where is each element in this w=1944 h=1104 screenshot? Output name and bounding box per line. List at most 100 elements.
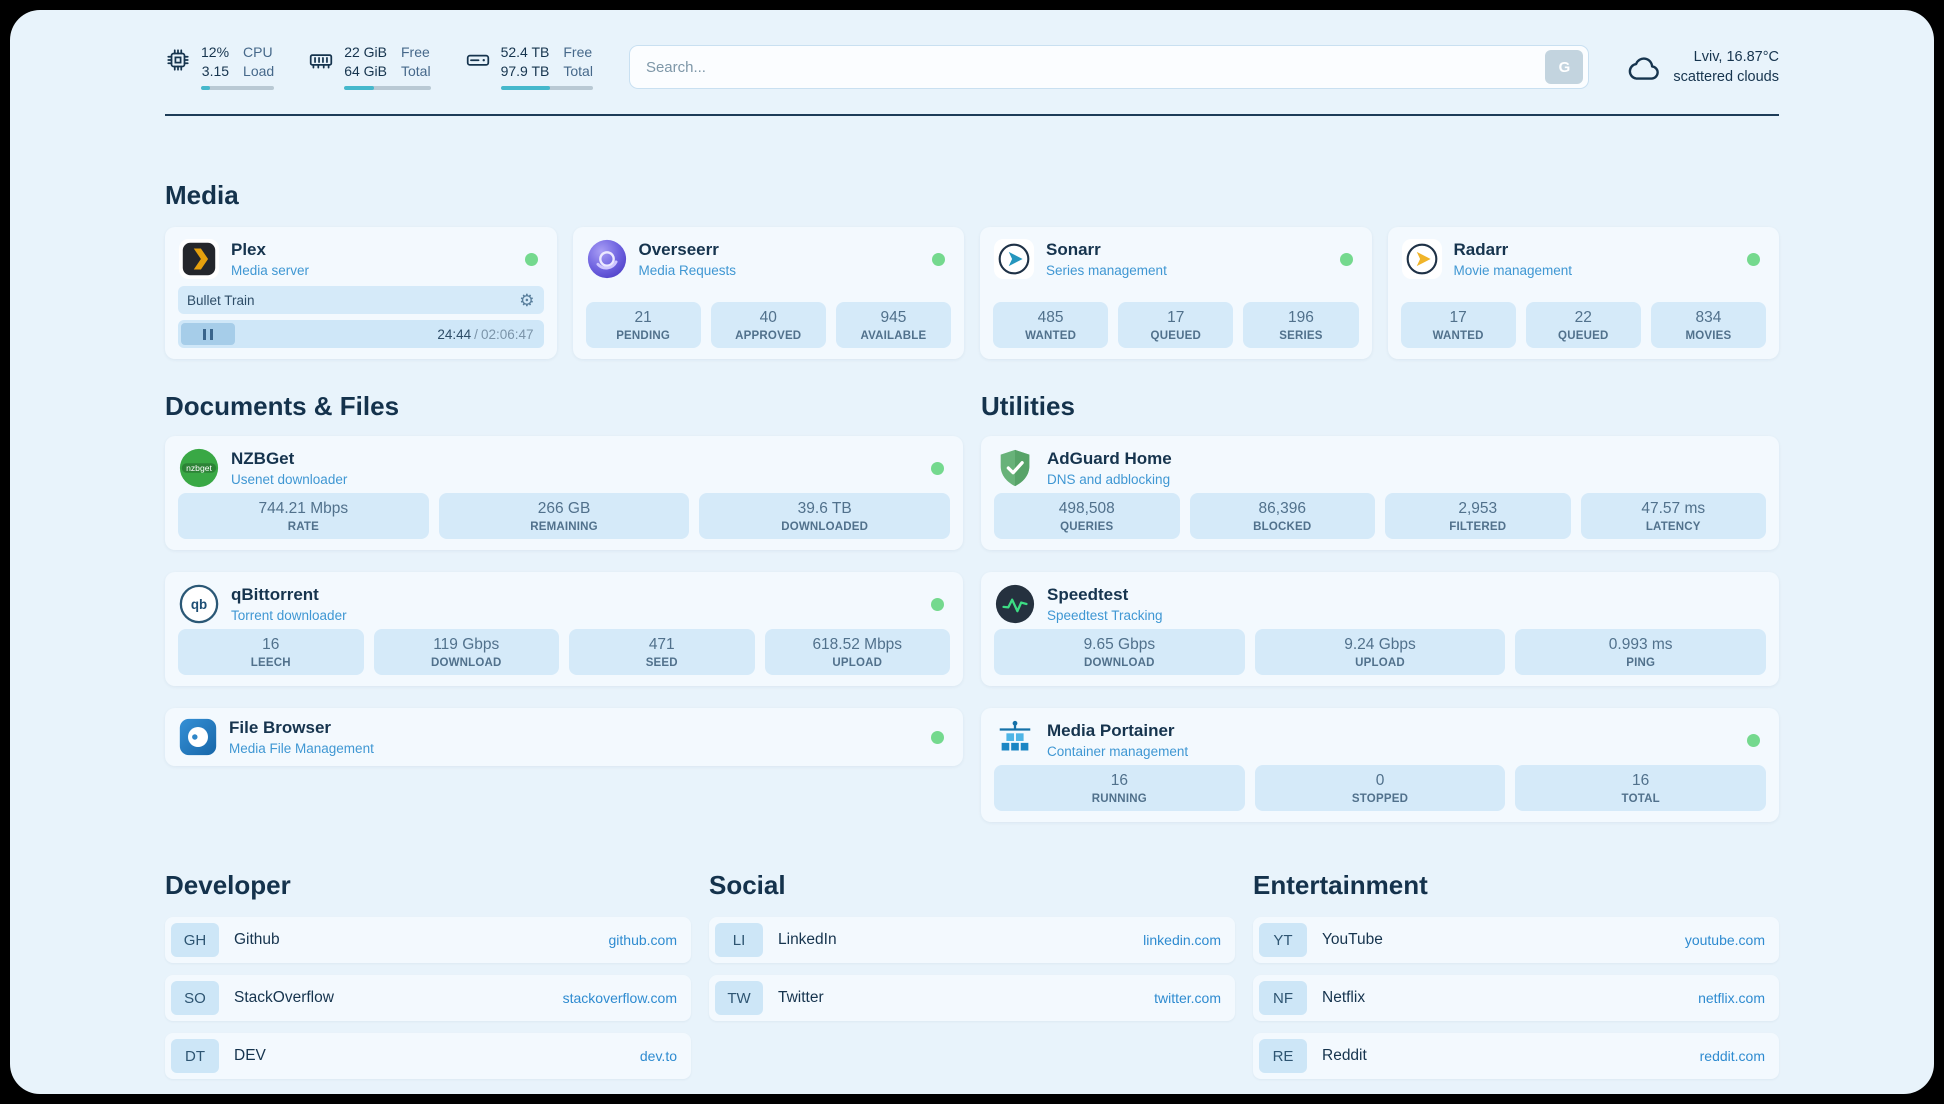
memory-progress-track xyxy=(344,86,431,91)
stat-available: 945 AVAILABLE xyxy=(835,302,952,349)
memory-total-value: 64 GiB xyxy=(344,63,387,80)
bookmark-github[interactable]: GH Github github.com xyxy=(165,917,691,964)
bookmark-name: Netflix xyxy=(1322,989,1366,1007)
service-card-filebrowser: File Browser Media File Management xyxy=(165,708,963,767)
bookmark-twitter[interactable]: TW Twitter twitter.com xyxy=(709,975,1235,1022)
stat-running: 16 RUNNING xyxy=(994,765,1245,812)
bookmark-netflix[interactable]: NF Netflix netflix.com xyxy=(1253,975,1779,1022)
service-name-sonarr[interactable]: Sonarr xyxy=(1046,240,1101,260)
service-subtitle: Movie management xyxy=(1453,263,1573,279)
stat-value: 266 GB xyxy=(537,500,591,518)
bookmark-dev[interactable]: DT DEV dev.to xyxy=(165,1033,691,1080)
service-name-speedtest[interactable]: Speedtest xyxy=(1047,585,1129,605)
overseerr-icon xyxy=(586,238,628,280)
stat-value: 119 Gbps xyxy=(433,636,500,654)
search-input[interactable] xyxy=(645,58,1546,76)
gear-icon[interactable]: ⚙ xyxy=(519,290,535,310)
service-name-radarr[interactable]: Radarr xyxy=(1453,240,1509,260)
service-name-portainer[interactable]: Media Portainer xyxy=(1047,721,1175,741)
bookmark-abbr: GH xyxy=(171,923,219,958)
service-card-adguard: AdGuard Home DNS and adblocking 498,508 … xyxy=(981,436,1779,551)
stat-value: 9.65 Gbps xyxy=(1083,636,1156,654)
service-subtitle: Usenet downloader xyxy=(231,472,348,488)
section-title-developer: Developer xyxy=(165,870,291,901)
stat-upload: 9.24 Gbps UPLOAD xyxy=(1254,629,1506,676)
stat-queries: 498,508 QUERIES xyxy=(994,493,1180,540)
stat-upload: 618.52 Mbps UPLOAD xyxy=(764,629,950,676)
bookmark-abbr: TW xyxy=(715,981,763,1016)
stat-value: 9.24 Gbps xyxy=(1344,636,1416,654)
bookmark-abbr: DT xyxy=(171,1039,219,1074)
weather-widget[interactable]: Lviv, 16.87°C scattered clouds xyxy=(1625,47,1779,88)
search-provider-button[interactable]: G xyxy=(1545,50,1584,85)
service-name-qbittorrent[interactable]: qBittorrent xyxy=(231,585,319,605)
stat-label: QUEUED xyxy=(1558,330,1609,343)
bookmark-name: LinkedIn xyxy=(778,931,837,949)
bookmark-link: stackoverflow.com xyxy=(562,990,677,1007)
stat-label: RUNNING xyxy=(1091,793,1147,806)
weather-location: Lviv, 16.87°C xyxy=(1693,48,1779,65)
portainer-icon xyxy=(994,719,1036,761)
developer-bookmarks: GH Github github.com SO StackOverflow st… xyxy=(165,917,691,1080)
top-bar: 12% 3.15 CPU Load xyxy=(165,44,1779,91)
bookmark-stackoverflow[interactable]: SO StackOverflow stackoverflow.com xyxy=(165,975,691,1022)
cpu-load-value: 3.15 xyxy=(201,63,230,80)
bookmark-abbr: RE xyxy=(1259,1039,1307,1074)
stat-blocked: 86,396 BLOCKED xyxy=(1189,493,1375,540)
disk-drive-icon xyxy=(465,47,491,73)
stat-label: REMAINING xyxy=(530,521,598,534)
service-name-overseerr[interactable]: Overseerr xyxy=(638,240,719,260)
bookmark-youtube[interactable]: YT YouTube youtube.com xyxy=(1253,917,1779,964)
service-subtitle: DNS and adblocking xyxy=(1047,472,1171,488)
status-dot xyxy=(1747,733,1760,747)
stat-label: TOTAL xyxy=(1621,793,1660,806)
service-name-filebrowser[interactable]: File Browser xyxy=(229,718,332,738)
service-subtitle: Media File Management xyxy=(229,741,374,757)
stat-value: 40 xyxy=(759,309,777,327)
service-subtitle: Media Requests xyxy=(638,263,737,279)
stat-label: STOPPED xyxy=(1351,793,1409,806)
nzbget-icon: nzbget xyxy=(178,447,220,489)
svg-text:nzbget: nzbget xyxy=(186,463,212,473)
cpu-progress-fill xyxy=(201,86,210,91)
bookmark-reddit[interactable]: RE Reddit reddit.com xyxy=(1253,1033,1779,1080)
stat-latency: 47.57 ms LATENCY xyxy=(1580,493,1766,540)
stat-value: 16 xyxy=(262,636,280,654)
service-name-nzbget[interactable]: NZBGet xyxy=(231,449,295,469)
stat-label: QUEUED xyxy=(1150,330,1201,343)
stat-label: PING xyxy=(1626,657,1656,670)
resource-widgets: 12% 3.15 CPU Load xyxy=(165,44,593,91)
status-dot xyxy=(931,730,944,744)
stat-label: FILTERED xyxy=(1449,521,1507,534)
cpu-chip-icon xyxy=(165,47,191,73)
bookmark-link: github.com xyxy=(608,932,677,949)
cpu-widget: 12% 3.15 CPU Load xyxy=(165,44,275,91)
bookmark-linkedin[interactable]: LI LinkedIn linkedin.com xyxy=(709,917,1235,964)
stat-label: SERIES xyxy=(1279,330,1323,343)
bookmark-link: dev.to xyxy=(639,1048,677,1065)
service-card-speedtest: Speedtest Speedtest Tracking 9.65 Gbps D… xyxy=(981,572,1779,687)
stat-movies: 834 MOVIES xyxy=(1650,302,1767,349)
stat-label: DOWNLOADED xyxy=(781,521,869,534)
memory-ram-icon xyxy=(308,47,334,73)
stat-leech: 16 LEECH xyxy=(178,629,364,676)
service-card-sonarr: Sonarr Series management 485 WANTED 17 Q… xyxy=(980,227,1372,360)
bookmark-link: linkedin.com xyxy=(1143,932,1221,949)
stat-wanted: 485 WANTED xyxy=(993,302,1109,349)
service-name-adguard[interactable]: AdGuard Home xyxy=(1047,449,1172,469)
bookmark-link: youtube.com xyxy=(1684,932,1765,949)
stat-label: APPROVED xyxy=(735,330,802,343)
pause-button[interactable] xyxy=(181,323,235,346)
cpu-label: CPU xyxy=(243,44,273,60)
service-card-radarr: Radarr Movie management 17 WANTED 22 QUE… xyxy=(1387,227,1779,360)
service-subtitle: Speedtest Tracking xyxy=(1047,608,1163,624)
bookmark-link: twitter.com xyxy=(1154,990,1221,1007)
stat-label: DOWNLOAD xyxy=(1084,657,1155,670)
service-name-plex[interactable]: Plex xyxy=(231,240,266,260)
stat-value: 196 xyxy=(1287,309,1314,327)
stat-label: UPLOAD xyxy=(1355,657,1405,670)
service-card-qbittorrent: qb qBittorrent Torrent downloader 16 LEE… xyxy=(165,572,963,687)
weather-condition: scattered clouds xyxy=(1673,69,1779,86)
cpu-progress-track xyxy=(201,86,275,91)
stat-value: 21 xyxy=(634,309,652,327)
